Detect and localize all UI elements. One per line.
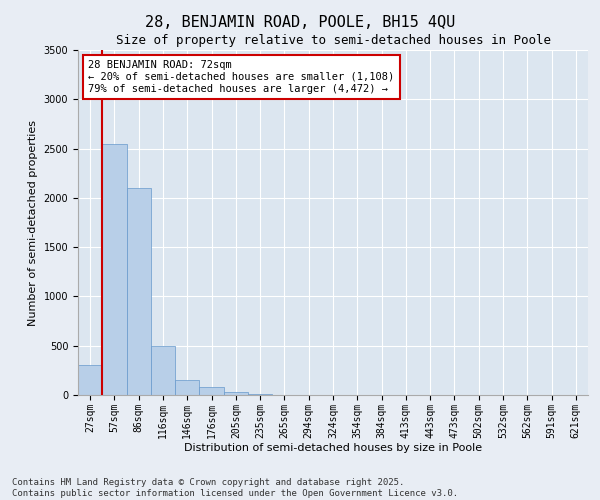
Title: Size of property relative to semi-detached houses in Poole: Size of property relative to semi-detach…: [115, 34, 551, 48]
Bar: [248, 394, 272, 395]
Text: Contains HM Land Registry data © Crown copyright and database right 2025.
Contai: Contains HM Land Registry data © Crown c…: [12, 478, 458, 498]
Text: 28 BENJAMIN ROAD: 72sqm
← 20% of semi-detached houses are smaller (1,108)
79% of: 28 BENJAMIN ROAD: 72sqm ← 20% of semi-de…: [88, 60, 394, 94]
Bar: [151, 346, 175, 395]
Text: 28, BENJAMIN ROAD, POOLE, BH15 4QU: 28, BENJAMIN ROAD, POOLE, BH15 4QU: [145, 15, 455, 30]
Bar: [127, 188, 151, 395]
Bar: [78, 366, 102, 395]
X-axis label: Distribution of semi-detached houses by size in Poole: Distribution of semi-detached houses by …: [184, 444, 482, 454]
Y-axis label: Number of semi-detached properties: Number of semi-detached properties: [28, 120, 38, 326]
Bar: [102, 144, 127, 395]
Bar: [224, 392, 248, 395]
Bar: [175, 380, 199, 395]
Bar: [199, 387, 224, 395]
